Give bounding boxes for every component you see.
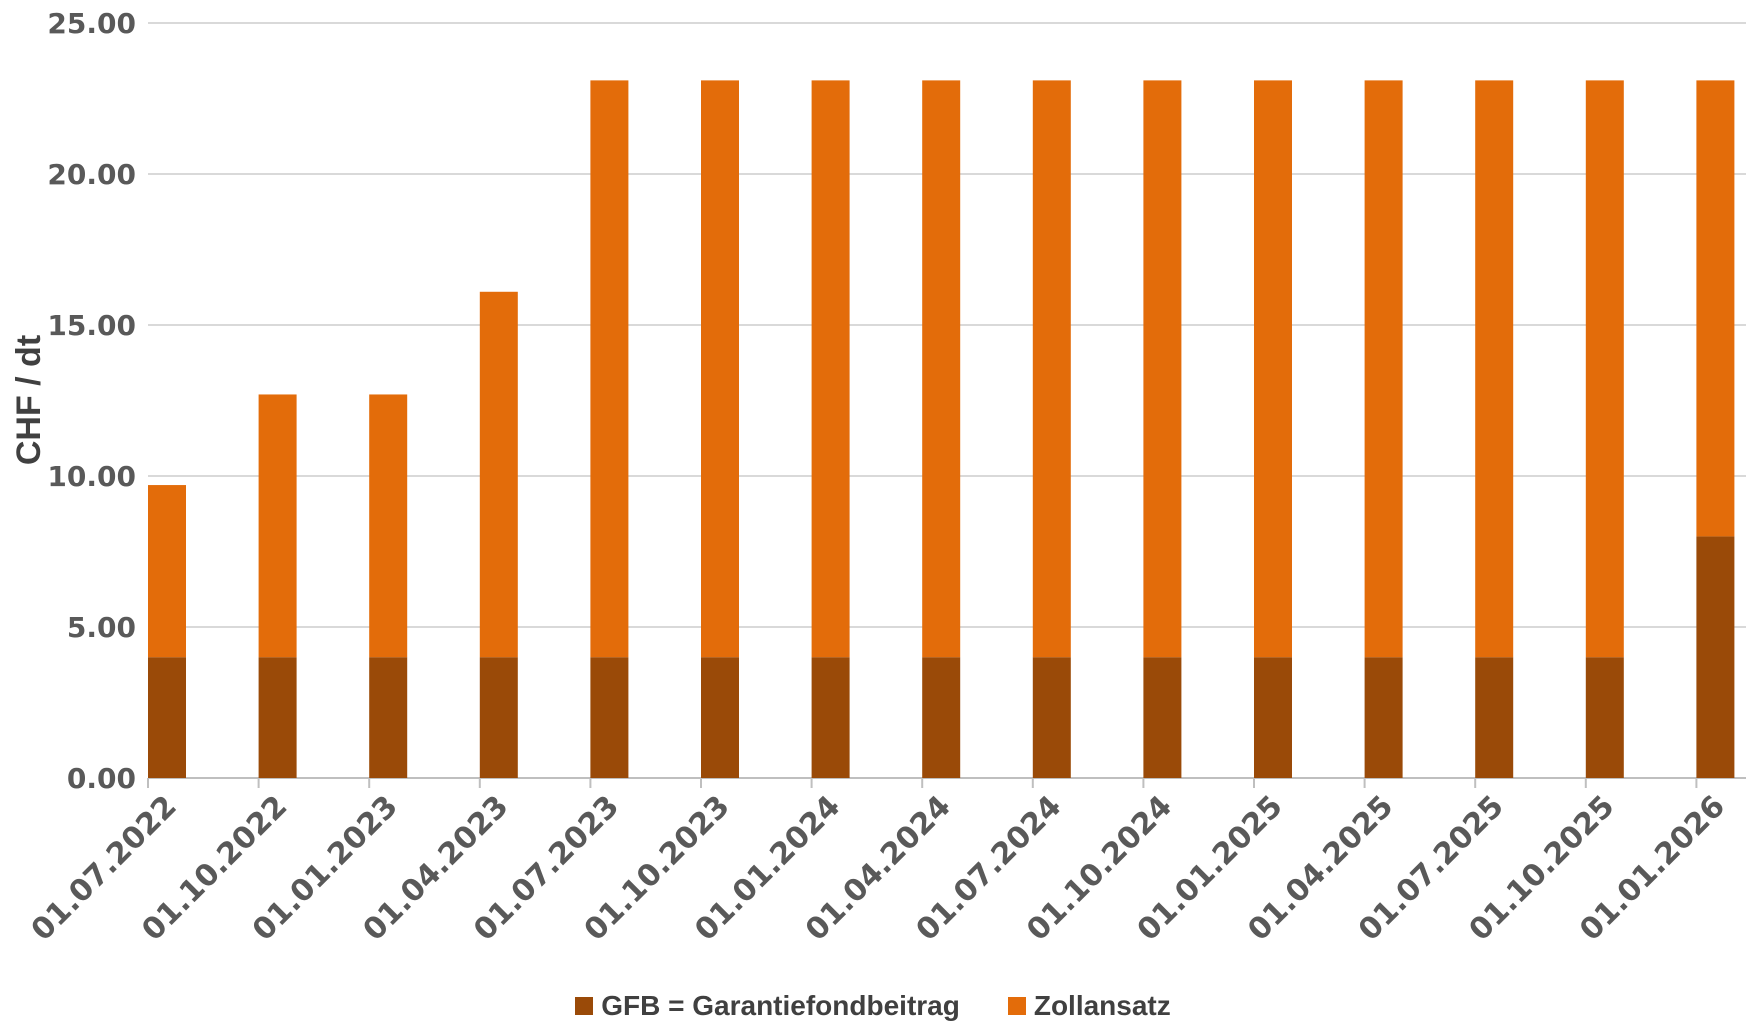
bar-gfb: [1364, 657, 1403, 778]
bar-zollansatz: [1032, 80, 1071, 658]
bar-gfb: [1475, 657, 1514, 778]
bar-gfb: [590, 657, 629, 778]
legend-swatch-zollansatz: [1007, 997, 1026, 1015]
bar-zollansatz: [148, 485, 186, 658]
legend-item-gfb: GFB = Garantiefondbeitrag: [575, 990, 960, 1022]
x-axis: 01.07.202201.10.202201.01.202301.04.2023…: [25, 778, 1732, 948]
bar-gfb: [701, 657, 739, 778]
y-tick-label: 20.00: [47, 158, 136, 191]
bar-zollansatz: [1254, 80, 1292, 658]
bar-gfb: [1254, 657, 1292, 778]
bar-gfb: [479, 657, 518, 778]
bar-zollansatz: [1696, 80, 1735, 537]
bars: [148, 80, 1735, 778]
legend-label-zollansatz: Zollansatz: [1033, 990, 1171, 1021]
bar-zollansatz: [369, 394, 408, 658]
bar-zollansatz: [479, 291, 518, 658]
y-tick-label: 15.00: [47, 309, 136, 342]
bar-zollansatz: [590, 80, 629, 658]
bar-gfb: [1032, 657, 1071, 778]
bar-zollansatz: [811, 80, 850, 658]
bar-zollansatz: [1475, 80, 1514, 658]
bar-gfb: [148, 657, 186, 778]
legend-item-zollansatz: Zollansatz: [1007, 990, 1171, 1022]
bar-gfb: [922, 657, 961, 778]
bar-zollansatz: [1364, 80, 1403, 658]
bar-zollansatz: [701, 80, 739, 658]
bar-zollansatz: [922, 80, 961, 658]
y-axis-ticks: 0.00 5.00 10.00 15.00 20.00 25.00: [47, 7, 136, 795]
bar-zollansatz: [1143, 80, 1182, 658]
y-tick-label: 25.00: [47, 7, 136, 40]
y-tick-label: 5.00: [67, 611, 136, 644]
bar-gfb: [369, 657, 408, 778]
bar-zollansatz: [258, 394, 297, 658]
bar-gfb: [1585, 657, 1624, 778]
bar-gfb: [258, 657, 297, 778]
y-tick-label: 10.00: [47, 460, 136, 493]
legend: GFB = Garantiefondbeitrag Zollansatz: [0, 990, 1746, 1022]
bar-gfb: [811, 657, 850, 778]
y-axis-title: CHF / dt: [10, 335, 48, 465]
bar-zollansatz: [1585, 80, 1624, 658]
bar-gfb: [1143, 657, 1182, 778]
bar-gfb: [1696, 536, 1735, 778]
y-tick-label: 0.00: [67, 762, 136, 795]
legend-label-gfb: GFB = Garantiefondbeitrag: [601, 990, 960, 1021]
legend-swatch-gfb: [575, 997, 594, 1015]
